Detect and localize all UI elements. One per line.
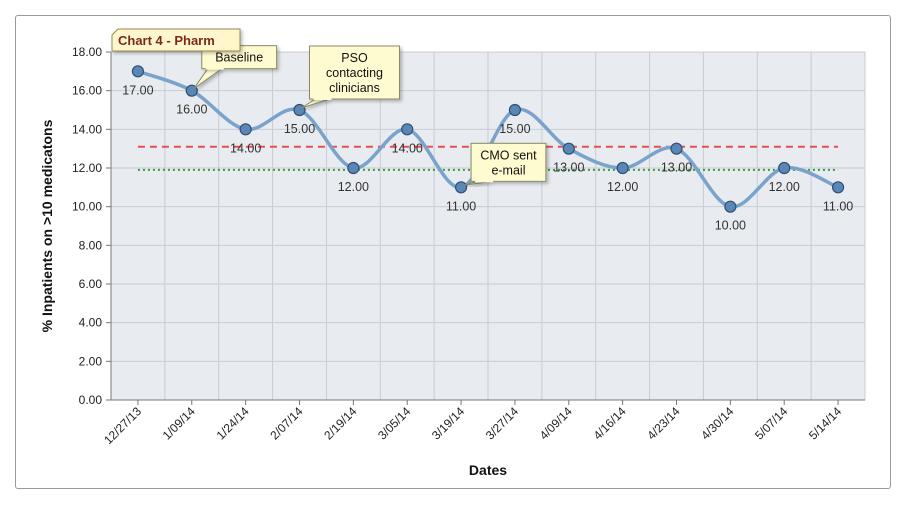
data-point (508, 103, 522, 117)
data-point (454, 181, 468, 194)
data-label: 14.00 (230, 141, 261, 155)
data-point (616, 161, 629, 175)
chart-title-tag: Chart 4 - Pharm (111, 28, 241, 52)
y-tick-label: 18.00 (72, 45, 102, 59)
data-label: 16.00 (176, 103, 207, 117)
y-tick-label: 8.00 (79, 238, 103, 252)
callout-box (470, 142, 547, 182)
y-tick-label: 2.00 (79, 354, 103, 368)
data-point (239, 123, 252, 136)
data-label: 10.00 (715, 219, 746, 233)
callout-joint (205, 67, 224, 70)
annotation-text: e-mail (491, 163, 525, 177)
x-tick-label: 1/09/14 (160, 404, 198, 442)
chart-title: Chart 4 - Pharm (118, 33, 215, 48)
x-tick-label: 5/14/14 (806, 404, 844, 442)
data-point (293, 103, 306, 117)
y-axis-title: % Inpatients on >10 medicatons (39, 119, 55, 332)
data-label: 12.00 (607, 180, 638, 194)
x-tick-label: 4/30/14 (698, 404, 736, 442)
x-tick-label: 3/27/14 (483, 404, 521, 442)
x-tick-label: 12/27/13 (101, 404, 144, 447)
x-tick-label: 5/07/14 (752, 404, 790, 442)
data-point (131, 65, 145, 78)
callout-box (309, 45, 400, 100)
data-label: 15.00 (284, 122, 315, 136)
data-point (670, 142, 683, 155)
data-points (131, 65, 845, 213)
x-axis: 12/27/13 1/09/14 1/24/14 2/07/14 2/19/14 3/05… (101, 399, 865, 447)
x-tick-label: 3/19/14 (429, 404, 467, 442)
data-point (831, 181, 845, 194)
data-label: 12.00 (338, 180, 369, 194)
annotation-text: CMO sent (480, 148, 537, 162)
x-tick-label: 4/09/14 (537, 404, 575, 442)
x-tick-label: 1/24/14 (214, 404, 252, 442)
annotation-text: contacting (326, 66, 383, 80)
data-label: 11.00 (823, 199, 853, 213)
annotation-text: clinicians (329, 81, 380, 95)
x-tick-label: 2/07/14 (267, 404, 305, 442)
callout-joint (475, 180, 494, 183)
data-labels: 17.00 16.00 14.00 15.00 12.00 14.00 11.00 15.00… (122, 83, 853, 232)
x-tick-label: 3/05/14 (375, 404, 413, 442)
data-point (562, 142, 575, 155)
y-axis: 0.00 2.00 4.00 6.00 8.00 10.00 12.00 14.00 16.00… (72, 45, 112, 407)
annotation-text: PSO (341, 51, 368, 65)
y-tick-label: 14.00 (72, 122, 102, 136)
data-point (347, 161, 360, 175)
data-point (724, 200, 737, 213)
data-label: 13.00 (661, 161, 692, 175)
title-tag-box (111, 28, 241, 52)
x-tick-label: 4/16/14 (591, 404, 629, 442)
data-label: 17.00 (122, 83, 153, 97)
y-tick-label: 12.00 (72, 161, 102, 175)
data-point (401, 123, 414, 136)
x-tick-label: 4/23/14 (644, 404, 682, 442)
annotation-text: Baseline (215, 51, 263, 65)
y-tick-label: 6.00 (79, 277, 103, 291)
data-label: 12.00 (769, 180, 800, 194)
data-label: 14.00 (392, 141, 423, 155)
x-axis-title: Dates (469, 462, 507, 478)
data-point (778, 161, 791, 175)
y-tick-label: 0.00 (79, 393, 103, 407)
data-label: 15.00 (499, 122, 530, 136)
data-label: 13.00 (553, 161, 584, 175)
data-label: 11.00 (446, 199, 476, 213)
y-tick-label: 4.00 (79, 316, 103, 330)
y-tick-label: 10.00 (72, 200, 102, 214)
y-tick-label: 16.00 (72, 84, 102, 98)
gridlines (110, 51, 866, 401)
x-tick-label: 2/19/14 (321, 404, 359, 442)
callout-joint (313, 98, 332, 100)
